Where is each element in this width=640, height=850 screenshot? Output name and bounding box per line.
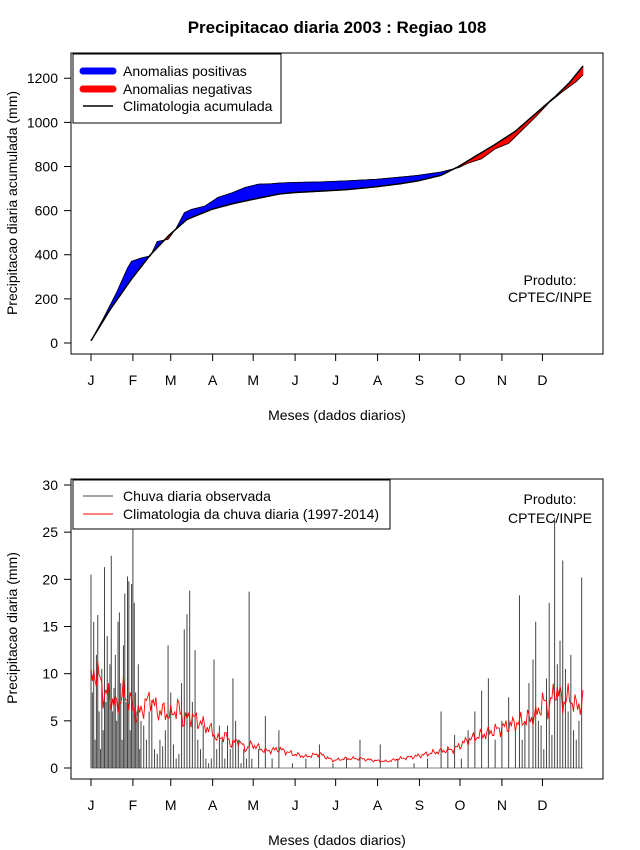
bottom-x-axis-label: Meses (dados diarios) xyxy=(268,832,406,848)
y-tick-label: 1000 xyxy=(27,114,58,130)
x-tick-label: A xyxy=(208,372,218,388)
x-tick-label: J xyxy=(292,797,299,813)
top-plot-area xyxy=(90,65,584,342)
y-tick-label: 400 xyxy=(35,247,59,263)
x-tick-label: M xyxy=(165,797,177,813)
x-tick-label: F xyxy=(129,372,138,388)
x-tick-label: D xyxy=(537,372,547,388)
top-y-axis: 0 200 400 600 800 1000 1200 xyxy=(27,70,71,351)
x-tick-label: J xyxy=(88,372,95,388)
y-tick-label: 0 xyxy=(50,335,58,351)
bottom-annotation-line1: Produto: xyxy=(524,491,577,507)
x-tick-label: N xyxy=(497,372,507,388)
bottom-legend: Chuva diaria observada Climatologia da c… xyxy=(72,479,391,530)
x-tick-label: S xyxy=(415,372,424,388)
top-plot-frame xyxy=(70,52,604,355)
x-tick-label: A xyxy=(373,372,383,388)
top-y-axis-label: Precipitacao diaria acumulada (mm) xyxy=(4,91,20,315)
bottom-panel: 0 5 10 15 20 25 30 J F M A M J J A S O N D Meses (dados d… xyxy=(4,477,604,848)
legend-label-observed: Chuva diaria observada xyxy=(123,488,271,504)
x-tick-label: D xyxy=(537,797,547,813)
y-tick-label: 10 xyxy=(42,666,58,682)
chart-title: Precipitacao diaria 2003 : Regiao 108 xyxy=(188,18,487,37)
y-tick-label: 200 xyxy=(35,291,59,307)
y-tick-label: 1200 xyxy=(27,70,58,86)
x-tick-label: M xyxy=(247,372,259,388)
y-tick-label: 25 xyxy=(42,524,58,540)
top-panel: 0 200 400 600 800 1000 1200 J F M A M J J A S O N D Meses… xyxy=(4,52,604,423)
legend-label-negative: Anomalias negativas xyxy=(123,81,252,97)
x-tick-label: N xyxy=(497,797,507,813)
bottom-legend-box xyxy=(72,479,391,530)
y-tick-label: 15 xyxy=(42,619,58,635)
x-tick-label: J xyxy=(332,797,339,813)
legend-label-positive: Anomalias positivas xyxy=(123,63,247,79)
y-tick-label: 5 xyxy=(50,713,58,729)
top-x-axis-label: Meses (dados diarios) xyxy=(268,407,406,423)
bottom-y-axis: 0 5 10 15 20 25 30 xyxy=(42,477,71,776)
x-tick-label: F xyxy=(129,797,138,813)
bottom-annotation-line2: CPTEC/INPE xyxy=(508,510,592,526)
x-tick-label: S xyxy=(415,797,424,813)
x-tick-label: O xyxy=(455,797,466,813)
top-legend: Anomalias positivas Anomalias negativas … xyxy=(72,53,282,124)
legend-label-climatology-daily: Climatologia da chuva diaria (1997-2014) xyxy=(123,506,379,522)
bottom-plot-frame xyxy=(70,478,604,780)
x-tick-label: M xyxy=(247,797,259,813)
x-tick-label: M xyxy=(165,372,177,388)
x-tick-label: A xyxy=(208,797,218,813)
x-tick-label: O xyxy=(455,372,466,388)
y-tick-label: 20 xyxy=(42,571,58,587)
top-annotation-line2: CPTEC/INPE xyxy=(508,289,592,305)
x-tick-label: J xyxy=(292,372,299,388)
legend-label-climatology: Climatologia acumulada xyxy=(123,98,273,114)
x-tick-label: A xyxy=(373,797,383,813)
y-tick-label: 800 xyxy=(35,158,59,174)
y-tick-label: 600 xyxy=(35,203,59,219)
climatology-cumulative-line xyxy=(90,65,584,342)
y-tick-label: 30 xyxy=(42,477,58,493)
x-tick-label: J xyxy=(88,797,95,813)
y-tick-label: 0 xyxy=(50,760,58,776)
bottom-y-axis-label: Precipitacao diaria (mm) xyxy=(4,552,20,704)
x-tick-label: J xyxy=(332,372,339,388)
bottom-plot-area xyxy=(90,518,584,769)
climatology-daily-line xyxy=(90,661,584,763)
top-annotation-line1: Produto: xyxy=(524,272,577,288)
